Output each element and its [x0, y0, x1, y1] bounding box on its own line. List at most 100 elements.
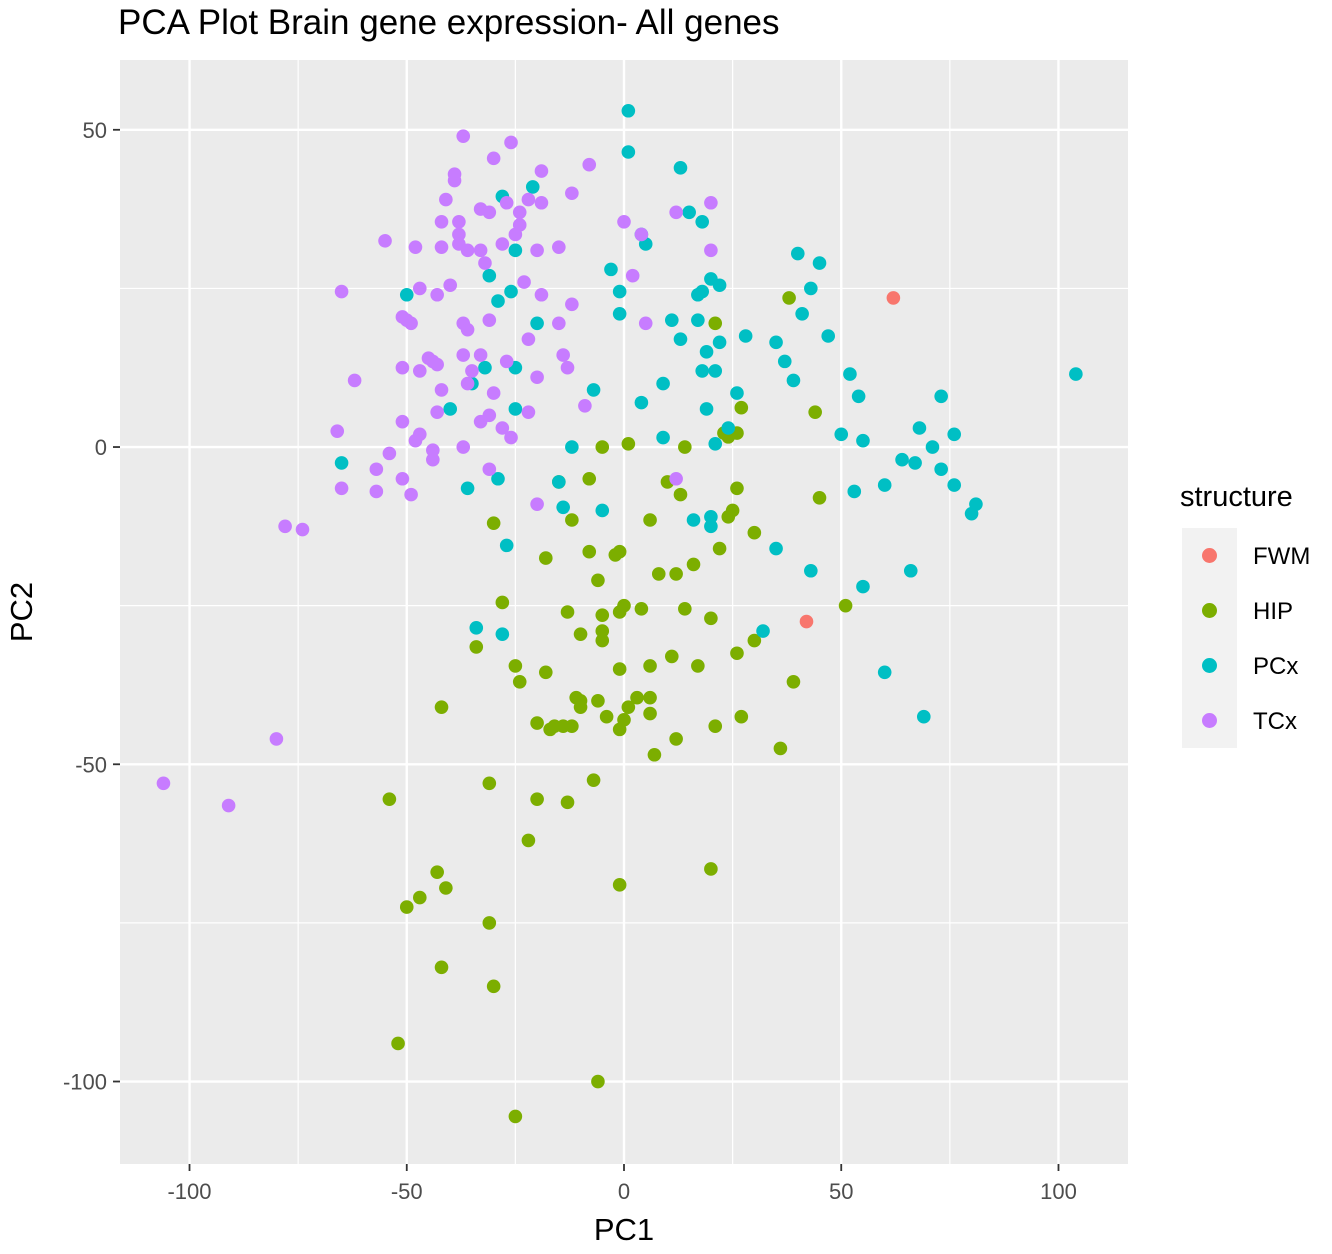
- point-hip: [773, 741, 788, 756]
- point-tcx: [482, 313, 497, 327]
- point-pcx: [769, 541, 783, 556]
- point-tcx: [517, 275, 531, 289]
- point-pcx: [834, 427, 849, 442]
- point-hip: [486, 516, 501, 530]
- point-hip: [643, 706, 657, 721]
- point-pcx: [673, 332, 688, 346]
- point-pcx: [634, 395, 649, 410]
- point-tcx: [625, 268, 640, 283]
- point-tcx: [278, 519, 292, 534]
- point-hip: [565, 719, 579, 734]
- point-pcx: [812, 256, 827, 270]
- point-pcx: [1069, 367, 1083, 381]
- point-pcx: [604, 262, 618, 277]
- point-pcx: [443, 402, 458, 416]
- point-pcx: [947, 427, 962, 442]
- point-hip: [595, 624, 610, 638]
- point-pcx: [908, 456, 922, 470]
- point-hip: [704, 611, 718, 626]
- point-tcx: [578, 398, 592, 413]
- point-pcx: [851, 389, 866, 404]
- point-pcx: [691, 287, 705, 302]
- point-hip: [573, 627, 588, 642]
- point-tcx: [408, 240, 423, 254]
- point-tcx: [565, 186, 579, 201]
- point-hip: [612, 662, 627, 676]
- point-hip: [508, 659, 523, 673]
- point-hip: [708, 316, 723, 331]
- point-tcx: [521, 192, 536, 207]
- legend-key-hip: [1202, 603, 1217, 618]
- x-axis-title: PC1: [594, 1212, 654, 1247]
- point-tcx: [452, 214, 466, 229]
- legend-label-tcx: TCx: [1253, 708, 1297, 735]
- point-hip: [599, 709, 614, 724]
- point-pcx: [695, 364, 710, 378]
- point-pcx: [925, 440, 940, 454]
- point-pcx: [621, 145, 636, 159]
- point-pcx: [712, 335, 727, 350]
- point-tcx: [221, 798, 236, 813]
- point-hip: [595, 608, 610, 622]
- point-hip: [617, 598, 631, 613]
- point-tcx: [482, 462, 497, 477]
- point-hip: [708, 719, 723, 734]
- point-hip: [399, 900, 414, 914]
- point-tcx: [330, 424, 345, 438]
- point-pcx: [508, 243, 523, 258]
- point-hip: [608, 548, 623, 562]
- point-hip: [595, 633, 610, 648]
- point-hip: [643, 513, 657, 527]
- point-hip: [630, 690, 644, 705]
- point-hip: [512, 674, 527, 689]
- point-hip: [538, 551, 553, 565]
- point-tcx: [473, 348, 488, 362]
- point-hip: [678, 602, 692, 616]
- point-hip: [621, 700, 636, 714]
- y-axis-title: PC2: [4, 582, 39, 642]
- y-tick-label: 0: [95, 435, 107, 460]
- point-tcx: [521, 405, 536, 419]
- point-tcx: [426, 443, 440, 458]
- x-tick-label: 50: [829, 1179, 853, 1204]
- point-pcx: [612, 284, 627, 299]
- point-hip: [704, 862, 718, 876]
- point-tcx: [499, 195, 514, 210]
- point-hip: [812, 490, 827, 505]
- point-pcx: [856, 433, 870, 448]
- point-hip: [643, 690, 657, 705]
- point-pcx: [469, 621, 484, 635]
- point-pcx: [790, 246, 805, 261]
- point-tcx: [434, 383, 449, 397]
- point-pcx: [334, 456, 349, 470]
- point-pcx: [691, 313, 705, 327]
- point-tcx: [404, 316, 418, 331]
- point-pcx: [525, 180, 540, 194]
- point-pcx: [903, 563, 918, 578]
- point-tcx: [430, 287, 444, 302]
- point-hip: [686, 557, 701, 572]
- point-hip: [664, 649, 679, 664]
- point-pcx: [895, 452, 909, 467]
- point-tcx: [334, 284, 349, 299]
- point-pcx: [856, 579, 870, 594]
- point-pcx: [712, 278, 727, 293]
- point-pcx: [478, 360, 492, 375]
- point-tcx: [452, 227, 466, 242]
- point-hip: [691, 659, 705, 673]
- point-tcx: [582, 157, 597, 172]
- point-hip: [747, 633, 762, 648]
- point-hip: [482, 916, 497, 930]
- point-hip: [730, 481, 744, 496]
- point-pcx: [704, 519, 718, 534]
- point-hip: [469, 640, 484, 654]
- y-tick-label: -100: [63, 1070, 107, 1095]
- point-tcx: [482, 205, 497, 220]
- point-tcx: [156, 776, 171, 791]
- point-tcx: [634, 227, 649, 242]
- point-pcx: [934, 462, 948, 477]
- point-pcx: [708, 437, 723, 451]
- point-pcx: [877, 665, 892, 680]
- point-tcx: [534, 164, 549, 178]
